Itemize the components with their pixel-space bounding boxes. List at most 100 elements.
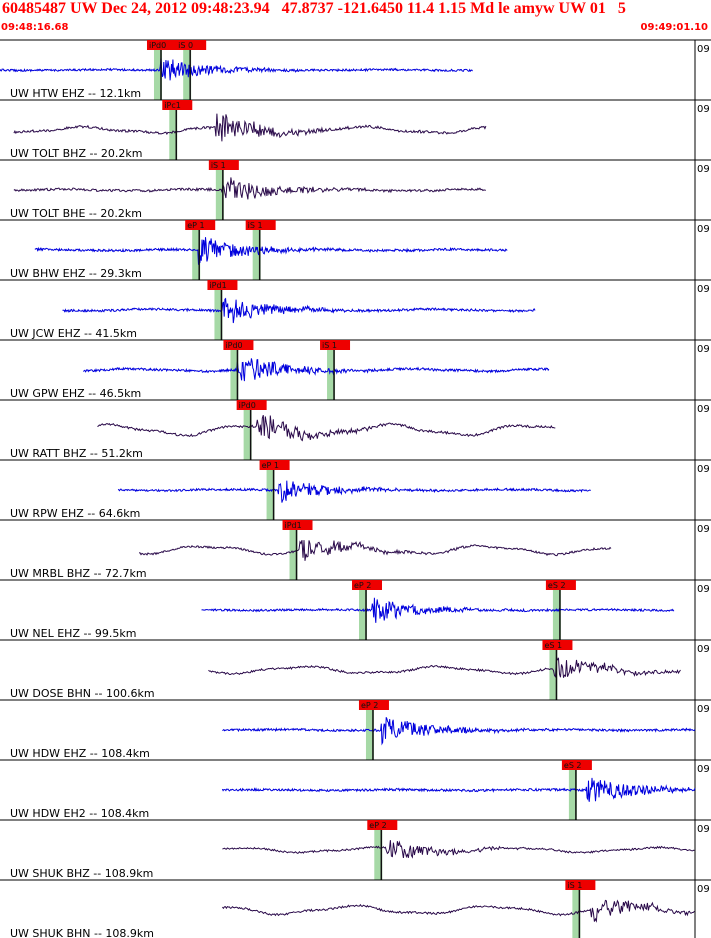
trace-panel[interactable]: 09 iPd0 iS 0 UW HTW EHZ -- 12.1km: [0, 39, 711, 100]
right-tick-label: 09: [697, 764, 710, 775]
waveform-trace: [208, 656, 681, 679]
pick-label: eP 2: [369, 821, 386, 830]
pick-flag[interactable]: [367, 820, 398, 830]
waveform-trace: [0, 57, 473, 81]
pick-flag[interactable]: [208, 160, 239, 170]
right-tick-label: 09: [697, 704, 710, 715]
trace-panel[interactable]: 09 iPd0 iS 1 UW GPW EHZ -- 46.5km: [0, 339, 711, 400]
trace-label: UW BHW EHZ -- 29.3km: [10, 267, 142, 280]
waveform-trace: [201, 597, 675, 623]
pick-flag[interactable]: [162, 100, 193, 110]
waveform-trace: [222, 717, 696, 746]
trace-panel[interactable]: 09 eP 1 iS 1 UW BHW EHZ -- 29.3km: [0, 219, 711, 280]
trace-panel[interactable]: 09 iPc1 UW TOLT BHZ -- 20.2km: [0, 99, 711, 160]
trace-panel[interactable]: 09 eS 2 UW HDW EH2 -- 108.4km: [0, 759, 711, 820]
pick-label: iS 1: [567, 881, 582, 890]
pick-label: eS 2: [548, 581, 566, 590]
pick-label: iS 1: [322, 341, 337, 350]
pick-flag[interactable]: [542, 640, 573, 650]
trace-panels: 09 iPd0 iS 0 UW HTW EHZ -- 12.1km 09 iPc1 UW T…: [0, 39, 711, 938]
trace-panel[interactable]: 09 iPd1 UW JCW EHZ -- 41.5km: [0, 279, 711, 340]
trace-label: UW DOSE BHN -- 100.6km: [10, 687, 155, 700]
pick-band: [568, 760, 577, 820]
right-tick-label: 09: [697, 284, 710, 295]
trace-panel[interactable]: 09 eS 1 UW DOSE BHN -- 100.6km: [0, 639, 711, 700]
trace-label: UW JCW EHZ -- 41.5km: [10, 327, 137, 340]
pick-band: [374, 820, 383, 880]
pick-flag[interactable]: [282, 520, 313, 530]
trace-label: UW GPW EHZ -- 46.5km: [10, 387, 141, 400]
pick-band: [289, 520, 298, 580]
pick-flag[interactable]: [185, 220, 216, 230]
pick-band: [572, 880, 581, 938]
waveform-trace: [13, 113, 487, 142]
trace-label: UW MRBL BHZ -- 72.7km: [10, 567, 147, 580]
pick-label: iPd0: [149, 41, 166, 50]
event-title: 60485487 UW Dec 24, 2012 09:48:23.94 47.…: [2, 0, 626, 17]
pick-label: iPc1: [164, 101, 181, 110]
time-end-label: 09:49:01.10: [640, 22, 708, 33]
pick-flag[interactable]: [545, 580, 576, 590]
trace-panel[interactable]: 09 iPd0 UW RATT BHZ -- 51.2km: [0, 399, 711, 460]
trace-label: UW NEL EHZ -- 99.5km: [10, 627, 137, 640]
pick-label: eS 2: [564, 761, 582, 770]
pick-label: eP 2: [354, 581, 371, 590]
right-tick-label: 09: [697, 464, 710, 475]
right-tick-label: 09: [697, 584, 710, 595]
waveform-trace: [222, 840, 695, 859]
trace-panel[interactable]: 09 iS 1 UW TOLT BHE -- 20.2km: [0, 159, 711, 220]
waveform-trace: [97, 414, 556, 442]
seismogram-plot[interactable]: 09 iPd0 iS 0 UW HTW EHZ -- 12.1km 09 iPc1 UW T…: [0, 36, 711, 938]
pick-label: eP 1: [187, 221, 204, 230]
pick-flag[interactable]: [358, 700, 389, 710]
trace-label: UW TOLT BHE -- 20.2km: [10, 207, 142, 220]
pick-label: iPd1: [209, 281, 226, 290]
pick-flag[interactable]: [146, 40, 177, 50]
trace-panel[interactable]: 09 iS 1 UW SHUK BHN -- 108.9km: [0, 879, 711, 938]
pick-flag[interactable]: [236, 400, 267, 410]
waveform-trace: [117, 480, 591, 503]
pick-flag[interactable]: [245, 220, 276, 230]
right-tick-label: 09: [697, 824, 710, 835]
trace-label: UW SHUK BHN -- 108.9km: [10, 927, 154, 938]
right-tick-label: 09: [697, 224, 710, 235]
right-tick-label: 09: [697, 644, 710, 655]
waveform-trace: [221, 777, 696, 802]
pick-label: eP 2: [361, 701, 378, 710]
trace-panel[interactable]: 09 eP 2 eS 2 UW NEL EHZ -- 99.5km: [0, 579, 711, 640]
trace-label: UW RPW EHZ -- 64.6km: [10, 507, 140, 520]
pick-band: [365, 700, 374, 760]
waveform-trace: [13, 177, 486, 200]
waveform-trace: [34, 237, 508, 265]
pick-flag[interactable]: [176, 40, 207, 50]
pick-flag[interactable]: [561, 760, 592, 770]
pick-flag[interactable]: [565, 880, 596, 890]
right-tick-label: 09: [697, 884, 710, 895]
right-tick-label: 09: [697, 104, 710, 115]
pick-flag[interactable]: [320, 340, 351, 350]
trace-panel[interactable]: 09 eP 2 UW HDW EHZ -- 108.4km: [0, 699, 711, 760]
pick-label: iS 1: [248, 221, 263, 230]
waveform-trace: [62, 297, 536, 324]
pick-label: iS 1: [211, 161, 226, 170]
pick-flag[interactable]: [223, 340, 254, 350]
right-tick-label: 09: [697, 404, 710, 415]
waveform-trace: [83, 358, 550, 382]
pick-label: iPd0: [239, 401, 256, 410]
right-tick-label: 09: [697, 524, 710, 535]
header: 60485487 UW Dec 24, 2012 09:48:23.94 47.…: [0, 0, 711, 22]
waveform-trace: [222, 899, 695, 923]
trace-panel[interactable]: 09 eP 2 UW SHUK BHZ -- 108.9km: [0, 819, 711, 880]
trace-label: UW HTW EHZ -- 12.1km: [10, 87, 141, 100]
pick-flag[interactable]: [207, 280, 238, 290]
trace-panel[interactable]: 09 iPd1 UW MRBL BHZ -- 72.7km: [0, 519, 711, 580]
trace-label: UW HDW EHZ -- 108.4km: [10, 747, 150, 760]
time-start-label: 09:48:16.68: [1, 22, 69, 33]
pick-flag[interactable]: [352, 580, 383, 590]
trace-panel[interactable]: 09 eP 1 UW RPW EHZ -- 64.6km: [0, 459, 711, 520]
pick-flag[interactable]: [259, 460, 290, 470]
pick-band: [243, 400, 252, 460]
pick-band: [169, 100, 178, 160]
waveform-trace: [138, 539, 612, 561]
pick-label: iPd0: [225, 341, 242, 350]
